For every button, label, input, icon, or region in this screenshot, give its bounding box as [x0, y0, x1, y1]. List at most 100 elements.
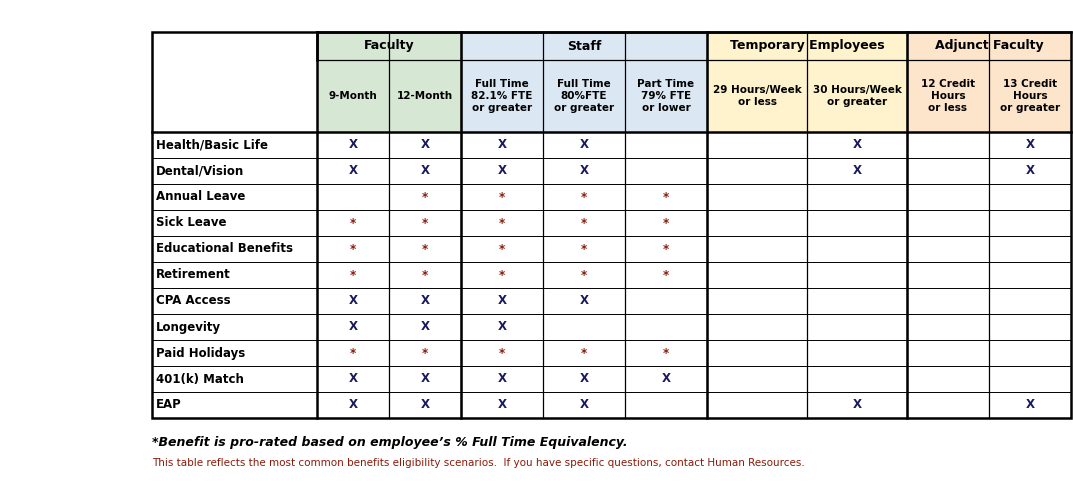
Bar — [907, 262, 989, 288]
Bar — [543, 132, 624, 158]
Bar — [152, 262, 317, 288]
Text: X: X — [579, 399, 588, 411]
Text: EAP: EAP — [156, 399, 181, 411]
Text: X: X — [421, 164, 429, 177]
Bar — [461, 184, 543, 210]
Bar — [389, 366, 461, 392]
Bar — [624, 210, 707, 236]
Text: *: * — [422, 217, 428, 229]
Bar — [907, 132, 989, 158]
Bar — [461, 366, 543, 392]
Text: X: X — [579, 164, 588, 177]
Bar — [707, 366, 807, 392]
Bar — [543, 158, 624, 184]
Text: *: * — [422, 242, 428, 256]
Bar — [989, 288, 1071, 314]
Text: Annual Leave: Annual Leave — [156, 191, 246, 204]
Text: X: X — [421, 294, 429, 307]
Text: 29 Hours/Week
or less: 29 Hours/Week or less — [712, 85, 802, 107]
Bar — [707, 210, 807, 236]
Text: *: * — [499, 269, 505, 282]
Bar — [807, 262, 907, 288]
Text: X: X — [498, 399, 506, 411]
Bar — [707, 184, 807, 210]
Text: X: X — [349, 321, 357, 334]
Text: Full Time
80%FTE
or greater: Full Time 80%FTE or greater — [554, 80, 614, 112]
Text: Staff: Staff — [567, 39, 601, 52]
Bar — [624, 60, 707, 132]
Bar — [807, 340, 907, 366]
Text: *: * — [663, 217, 670, 229]
Bar — [907, 60, 989, 132]
Bar — [152, 32, 317, 132]
Bar — [907, 210, 989, 236]
Bar — [152, 236, 317, 262]
Bar — [807, 236, 907, 262]
Text: *: * — [663, 191, 670, 204]
Text: This table reflects the most common benefits eligibility scenarios.  If you have: This table reflects the most common bene… — [152, 458, 805, 468]
Text: X: X — [498, 139, 506, 152]
Bar — [807, 314, 907, 340]
Bar — [624, 262, 707, 288]
Bar — [624, 158, 707, 184]
Bar — [707, 158, 807, 184]
Text: X: X — [349, 399, 357, 411]
Text: 30 Hours/Week
or greater: 30 Hours/Week or greater — [812, 85, 901, 107]
Bar — [152, 184, 317, 210]
Text: *: * — [580, 242, 587, 256]
Bar — [543, 288, 624, 314]
Text: *: * — [422, 191, 428, 204]
Bar — [989, 210, 1071, 236]
Bar — [624, 366, 707, 392]
Bar — [989, 392, 1071, 418]
Text: Faculty: Faculty — [364, 39, 414, 52]
Text: Health/Basic Life: Health/Basic Life — [156, 139, 268, 152]
Text: X: X — [349, 139, 357, 152]
Bar — [317, 158, 389, 184]
Bar — [152, 32, 1071, 418]
Bar — [317, 314, 389, 340]
Bar — [624, 392, 707, 418]
Bar — [317, 366, 389, 392]
Text: *Benefit is pro-rated based on employee’s % Full Time Equivalency.: *Benefit is pro-rated based on employee’… — [152, 436, 628, 449]
Bar — [707, 288, 807, 314]
Bar — [317, 236, 389, 262]
Text: *: * — [422, 347, 428, 359]
Text: X: X — [579, 139, 588, 152]
Text: X: X — [1026, 399, 1034, 411]
Text: X: X — [498, 372, 506, 386]
Text: *: * — [350, 217, 356, 229]
Bar — [317, 210, 389, 236]
Bar — [543, 60, 624, 132]
Bar — [389, 60, 461, 132]
Text: X: X — [661, 372, 671, 386]
Text: Dental/Vision: Dental/Vision — [156, 164, 245, 177]
Bar — [389, 132, 461, 158]
Bar — [461, 392, 543, 418]
Bar — [807, 392, 907, 418]
Bar — [152, 132, 317, 158]
Bar — [461, 236, 543, 262]
Text: 401(k) Match: 401(k) Match — [156, 372, 244, 386]
Bar — [543, 210, 624, 236]
Bar — [389, 184, 461, 210]
Bar — [152, 288, 317, 314]
Text: *: * — [499, 347, 505, 359]
Bar — [317, 60, 389, 132]
Bar — [389, 340, 461, 366]
Bar — [989, 236, 1071, 262]
Bar — [461, 210, 543, 236]
Text: CPA Access: CPA Access — [156, 294, 231, 307]
Bar — [317, 288, 389, 314]
Bar — [317, 340, 389, 366]
Bar — [389, 262, 461, 288]
Text: X: X — [349, 294, 357, 307]
Text: X: X — [853, 164, 862, 177]
Bar — [152, 314, 317, 340]
Bar — [624, 314, 707, 340]
Text: *: * — [499, 191, 505, 204]
Text: X: X — [498, 164, 506, 177]
Text: 12-Month: 12-Month — [397, 91, 453, 101]
Text: X: X — [579, 372, 588, 386]
Bar — [543, 314, 624, 340]
